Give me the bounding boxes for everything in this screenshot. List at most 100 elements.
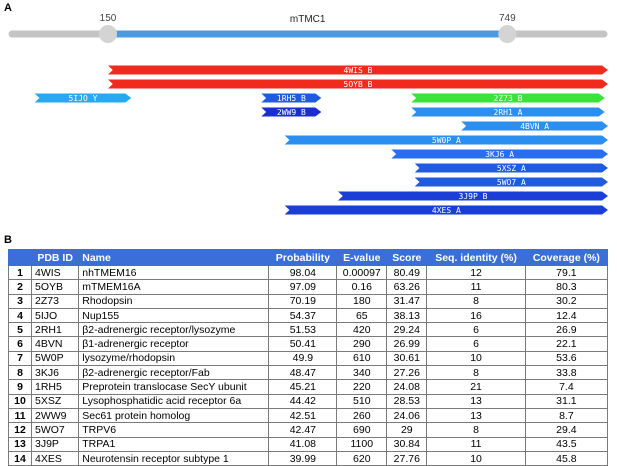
cell-e-value: 220: [336, 379, 388, 395]
col-header-score: Score: [386, 249, 428, 266]
cell-score: 26.99: [386, 336, 428, 352]
cell-pdb-id: 2Z73: [30, 293, 80, 309]
cell-probability: 39.99: [268, 450, 338, 466]
hit-arrow: [261, 107, 322, 117]
cell-name: TRPV6: [78, 422, 270, 438]
hit-arrow: [108, 65, 608, 75]
cell-pdb-id: 5W0P: [30, 350, 80, 367]
hit-arrow: [284, 135, 608, 145]
hit-label: 5WO7_A: [497, 178, 526, 187]
cell-e-value: 65: [336, 307, 388, 324]
cell-score: 30.61: [386, 350, 428, 367]
cell-coverage: 29.4: [524, 422, 609, 438]
cell-seq-identity: 6: [426, 336, 526, 352]
table-row: 8 3KJ6 β2-adrenergic receptor/Fab 48.47 340 2…: [8, 365, 609, 381]
cell-probability: 98.04: [268, 264, 338, 281]
cell-index: 13: [8, 436, 32, 452]
cell-e-value: 620: [336, 450, 388, 466]
cell-pdb-id: 4BVN: [30, 336, 80, 352]
hit-label: 4XES_A: [432, 206, 461, 215]
col-header-probability: Probability: [268, 249, 338, 266]
cell-name: β2-adrenergic receptor/Fab: [78, 365, 270, 381]
hit-bar-3j9p-b: 3J9P_B: [338, 191, 608, 201]
table-row: 12 5WO7 TRPV6 42.47 690 29 8 29.4: [8, 422, 609, 438]
table-row: 10 5XSZ Lysophosphatidic acid receptor 6a 4…: [8, 393, 609, 409]
cell-name: Nup155: [78, 307, 270, 324]
col-header-seq-identity: Seq. identity (%): [426, 249, 526, 266]
cell-seq-identity: 21: [426, 379, 526, 395]
cell-pdb-id: 4XES: [30, 450, 80, 466]
cell-name: Preprotein translocase SecY ubunit: [78, 379, 270, 395]
hit-arrow: [461, 121, 608, 131]
end-position-label: 749: [499, 13, 516, 24]
cell-coverage: 33.8: [524, 365, 609, 381]
cell-probability: 45.21: [268, 379, 338, 395]
cell-pdb-id: 1RH5: [30, 379, 80, 395]
cell-probability: 97.09: [268, 279, 338, 295]
hit-bar-2ww9-b: 2WW9_B: [261, 107, 322, 117]
cell-coverage: 7.4: [524, 379, 609, 395]
cell-index: 5: [8, 322, 32, 338]
cell-coverage: 31.1: [524, 393, 609, 409]
end-handle: [498, 25, 517, 43]
cell-probability: 42.47: [268, 422, 338, 438]
cell-probability: 70.19: [268, 293, 338, 309]
cell-index: 6: [8, 336, 32, 352]
table-row: 1 4WIS nhTMEM16 98.04 0.00097 80.49 12 79.1: [8, 264, 609, 281]
cell-probability: 42.51: [268, 407, 338, 424]
cell-e-value: 0.00097: [336, 264, 388, 281]
hit-arrow: [338, 191, 608, 201]
cell-seq-identity: 11: [426, 279, 526, 295]
hit-bar-1rh5-b: 1RH5_B: [261, 93, 322, 103]
cell-seq-identity: 8: [426, 365, 526, 381]
cell-seq-identity: 16: [426, 307, 526, 324]
cell-seq-identity: 13: [426, 407, 526, 424]
cell-seq-identity: 10: [426, 350, 526, 367]
table-row: 6 4BVN β1-adrenergic receptor 50.41 290 26.99…: [8, 336, 609, 352]
cell-index: 2: [8, 279, 32, 295]
cell-pdb-id: 2WW9: [30, 407, 80, 424]
cell-pdb-id: 3J9P: [30, 436, 80, 452]
panel-label-a: A: [4, 2, 12, 14]
cell-score: 24.06: [386, 407, 428, 424]
col-header-pdb-id: PDB ID: [30, 249, 80, 266]
table-row: 5 2RH1 β2-adrenergic receptor/lysozyme 51.5…: [8, 322, 609, 338]
cell-name: β1-adrenergic receptor: [78, 336, 270, 352]
cell-seq-identity: 8: [426, 422, 526, 438]
cell-score: 38.13: [386, 307, 428, 324]
hit-bar-5xsz-a: 5XSZ_A: [414, 163, 608, 173]
cell-name: lysozyme/rhodopsin: [78, 350, 270, 367]
cell-coverage: 12.4: [524, 307, 609, 324]
cell-index: 10: [8, 393, 32, 409]
hit-arrow: [108, 79, 608, 89]
cell-score: 30.84: [386, 436, 428, 452]
cell-probability: 51.53: [268, 322, 338, 338]
hit-bar-4bvn-a: 4BVN_A: [461, 121, 608, 131]
cell-index: 8: [8, 365, 32, 381]
table-row: 4 5IJO Nup155 54.37 65 38.13 16 12.4: [8, 307, 609, 324]
hit-label: 4WIS_B: [344, 66, 373, 75]
cell-pdb-id: 4WIS: [30, 264, 80, 281]
cell-index: 11: [8, 407, 32, 424]
cell-pdb-id: 5WO7: [30, 422, 80, 438]
cell-coverage: 79.1: [524, 264, 609, 281]
start-handle: [99, 25, 117, 43]
cell-probability: 41.08: [268, 436, 338, 452]
hit-bar-5ijo-y: 5IJO_Y: [34, 93, 132, 103]
cell-seq-identity: 6: [426, 322, 526, 338]
cell-name: Sec61 protein homolog: [78, 407, 270, 424]
cell-score: 29.24: [386, 322, 428, 338]
hit-label: 5XSZ_A: [497, 164, 526, 173]
hit-arrow: [261, 93, 322, 103]
hit-label: 4BVN_A: [520, 122, 549, 131]
cell-score: 80.49: [386, 264, 428, 281]
cell-e-value: 180: [336, 293, 388, 309]
cell-name: mTMEM16A: [78, 279, 270, 295]
hit-label: 2WW9_B: [277, 108, 306, 117]
results-table: PDB ID Name Probability E-value Score Se…: [8, 249, 609, 466]
col-header-name: Name: [78, 249, 270, 266]
cell-coverage: 53.6: [524, 350, 609, 367]
table-row: 9 1RH5 Preprotein translocase SecY ubunit 4…: [8, 379, 609, 395]
hit-label: 5W0P_A: [432, 136, 461, 145]
cell-index: 7: [8, 350, 32, 367]
